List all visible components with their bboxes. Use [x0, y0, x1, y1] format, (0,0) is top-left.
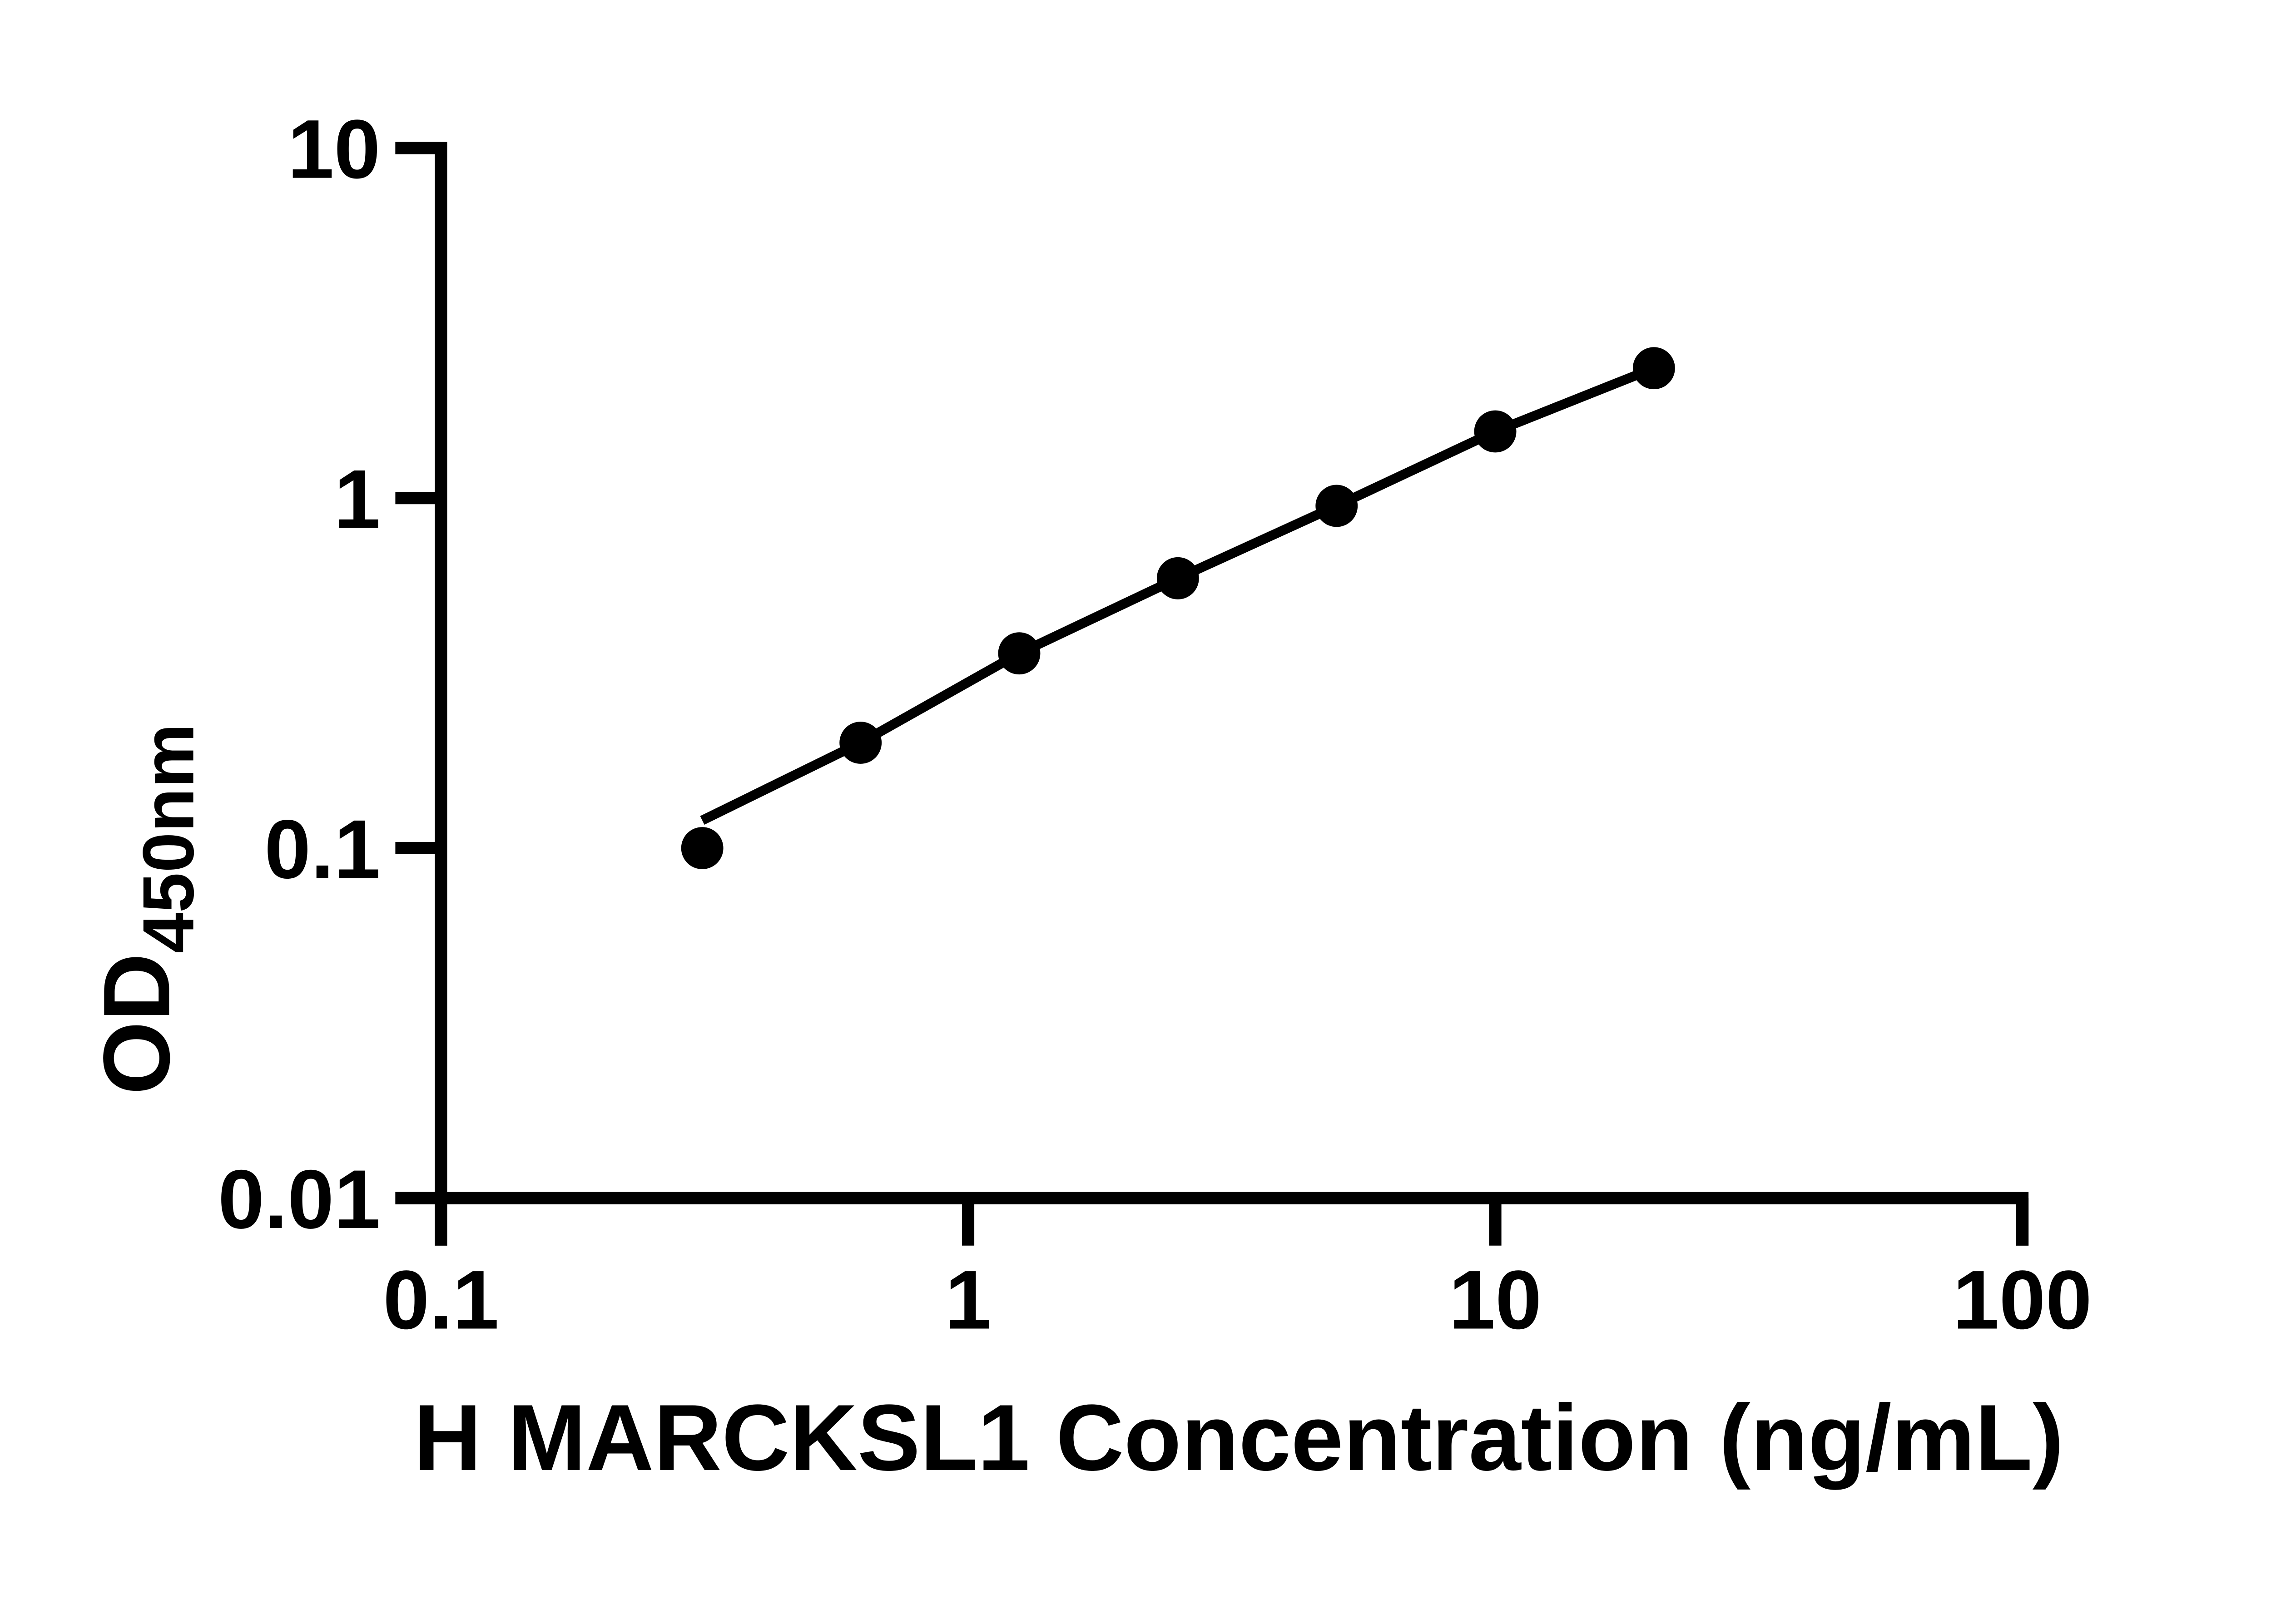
data-point-marker — [1632, 347, 1675, 390]
data-point-marker — [1156, 557, 1199, 599]
y-tick-label: 1 — [334, 452, 380, 545]
y-axis-tick-labels: 0.01 0.1 1 10 — [218, 103, 381, 1246]
elisa-standard-curve-figure: 0.01 0.1 1 10 0.1 1 10 100 H MARCKSL1 Concentr… — [0, 0, 2271, 1570]
x-tick-label: 0.1 — [383, 1253, 499, 1347]
y-axis-title-base: OD — [84, 953, 189, 1095]
x-tick-label: 100 — [1953, 1253, 2092, 1347]
y-tick-label: 0.01 — [218, 1153, 381, 1246]
x-tick-label: 1 — [945, 1253, 991, 1347]
tick-marks — [395, 142, 2029, 1246]
data-point-marker — [839, 722, 882, 764]
y-tick-label: 0.1 — [264, 802, 380, 896]
y-axis-title: OD450nm — [84, 723, 208, 1094]
data-point-marker — [681, 827, 724, 869]
data-point-marker — [1315, 485, 1358, 527]
y-axis-title-subscript: 450nm — [128, 723, 209, 953]
x-axis-title: H MARCKSL1 Concentration (ng/mL) — [414, 1385, 2064, 1490]
data-point-marker — [1474, 410, 1517, 453]
data-point-marker — [998, 632, 1041, 675]
plot-background — [0, 0, 2271, 1570]
x-axis-tick-labels: 0.1 1 10 100 — [383, 1253, 2092, 1347]
data-points — [681, 347, 1675, 869]
x-tick-label: 10 — [1449, 1253, 1542, 1347]
y-tick-label: 10 — [288, 103, 380, 196]
